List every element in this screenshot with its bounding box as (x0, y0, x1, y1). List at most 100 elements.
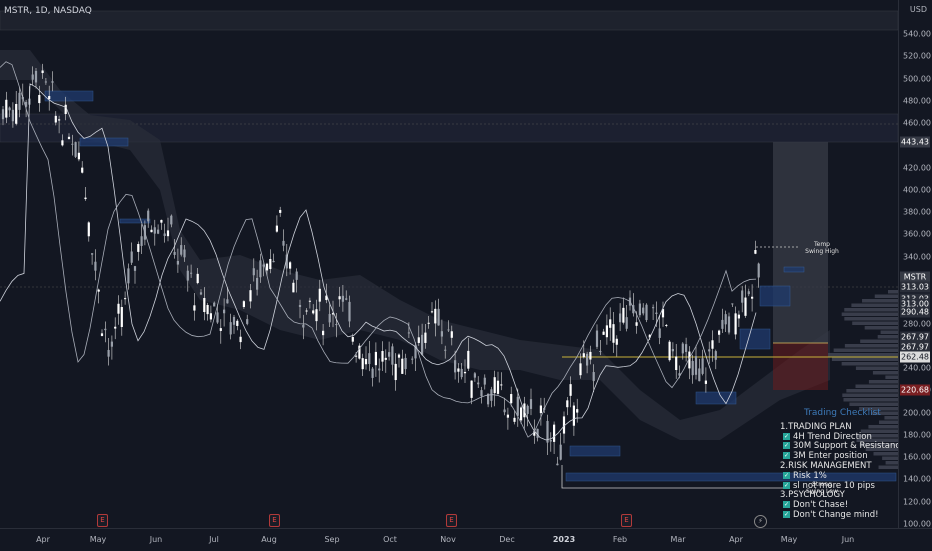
checklist-row-text: Don't Change mind! (793, 509, 879, 520)
candle-body (642, 307, 645, 314)
candle-body (223, 309, 226, 314)
candle-body (242, 301, 245, 308)
candle-body (67, 136, 71, 140)
candle-body (51, 81, 54, 83)
time-label: 2023 (552, 535, 576, 544)
candle-body (84, 197, 87, 200)
candle-body (34, 70, 38, 83)
candle-body (718, 330, 721, 335)
candle-body (645, 304, 648, 321)
price-axis[interactable]: USD 540.00 520.00 500.00 480.00 460.00 420.00… (898, 0, 932, 529)
candle-body (133, 266, 137, 271)
candle-body (1, 109, 5, 120)
volume-profile-bar (842, 393, 898, 397)
price-tag: 262.48 (900, 351, 930, 363)
candle-body (688, 351, 691, 369)
temp-swing-high-label: Temp Swing High (805, 241, 839, 255)
candle-body (609, 319, 612, 328)
candle-body (734, 313, 737, 335)
volume-profile-bar (856, 434, 898, 438)
candle-body (652, 307, 655, 309)
volume-profile-bar (843, 398, 898, 402)
candle-body (25, 101, 28, 107)
volume-profile-bar (831, 357, 898, 361)
volume-profile-bar (878, 465, 898, 469)
checklist-row: ✓ Don't Change mind! (780, 509, 898, 521)
candle-body (378, 368, 381, 371)
candle-body (364, 359, 368, 365)
volume-profile-bar (859, 443, 898, 447)
candle-body (246, 319, 249, 324)
candle-body (345, 298, 348, 300)
candle-body (130, 251, 133, 263)
candle-body (292, 282, 295, 293)
chart-canvas[interactable]: MSTR, 1D, NASDAQ Temp Swing High Strong Sw… (0, 0, 905, 528)
candle-body (381, 350, 384, 362)
candle-body (31, 74, 34, 80)
candle-body (216, 312, 219, 323)
volume-profile-bar (851, 303, 898, 307)
candle-body (655, 312, 658, 314)
candle-body (170, 215, 173, 225)
time-axis[interactable]: Apr May Jun Jul Aug Sep Oct Nov Dec 2023 Feb Mar Apr… (0, 528, 932, 551)
candle-body (549, 439, 552, 442)
candle-body (694, 356, 698, 375)
candle-body (180, 245, 183, 255)
time-label: Sep (324, 535, 340, 544)
volume-profile-bar (855, 366, 898, 370)
checklist-row: ✓ 3M Enter position (780, 451, 898, 462)
volume-profile-bar (855, 384, 898, 388)
candle-body (615, 338, 618, 345)
candle-body (312, 310, 315, 314)
candle-body (648, 334, 651, 338)
candle-body (391, 346, 394, 365)
price-tick: 480.00 (903, 96, 931, 106)
earnings-icon[interactable]: E (621, 514, 632, 527)
candle-body (137, 244, 140, 252)
candle-body (252, 268, 255, 276)
candle-body (754, 250, 757, 254)
price-tag: 220.68 (900, 384, 930, 396)
price-tag: 267.97 (900, 331, 930, 343)
fvg-box (119, 218, 151, 224)
volume-profile-bar (859, 407, 898, 411)
candle-body (322, 330, 325, 336)
earnings-icon[interactable]: E (269, 514, 280, 527)
candle-body (658, 328, 661, 338)
candle-body (107, 349, 110, 357)
checklist-title: Trading Checklist (804, 408, 881, 418)
candle-body (526, 405, 529, 414)
volume-profile-bar (844, 317, 898, 321)
checklist-row: 3.PSYCHOLOGY (780, 490, 898, 501)
candle-body (272, 260, 275, 263)
price-tag: MSTR (900, 271, 930, 283)
time-label: May (780, 535, 798, 544)
candle-body (440, 331, 443, 337)
fvg-box (569, 445, 621, 457)
volume-profile-bar (860, 339, 898, 343)
candle-body (589, 351, 592, 360)
candle-body (665, 324, 668, 326)
cloud-area (0, 50, 830, 440)
candle-body (533, 431, 536, 436)
indicator-line (0, 61, 757, 438)
earnings-icon[interactable]: E (446, 514, 457, 527)
lightning-icon[interactable]: ⚡ (754, 515, 767, 528)
earnings-icon[interactable]: E (97, 514, 108, 527)
price-tick: 340.00 (903, 252, 931, 262)
candle-body (100, 333, 104, 336)
candle-body (737, 314, 740, 319)
candle-body (421, 334, 424, 355)
candle-body (592, 372, 595, 382)
candle-body (516, 396, 519, 416)
candlestick-chart[interactable] (0, 0, 898, 528)
candle-body (302, 324, 305, 328)
symbol-label[interactable]: MSTR, 1D, NASDAQ (4, 6, 92, 16)
check-icon: ✓ (783, 481, 790, 489)
candle-body (539, 405, 542, 414)
fvg-box (695, 391, 737, 405)
candle-body (41, 70, 44, 74)
candle-body (467, 350, 470, 369)
candle-body (348, 301, 351, 322)
candle-body (374, 351, 377, 366)
